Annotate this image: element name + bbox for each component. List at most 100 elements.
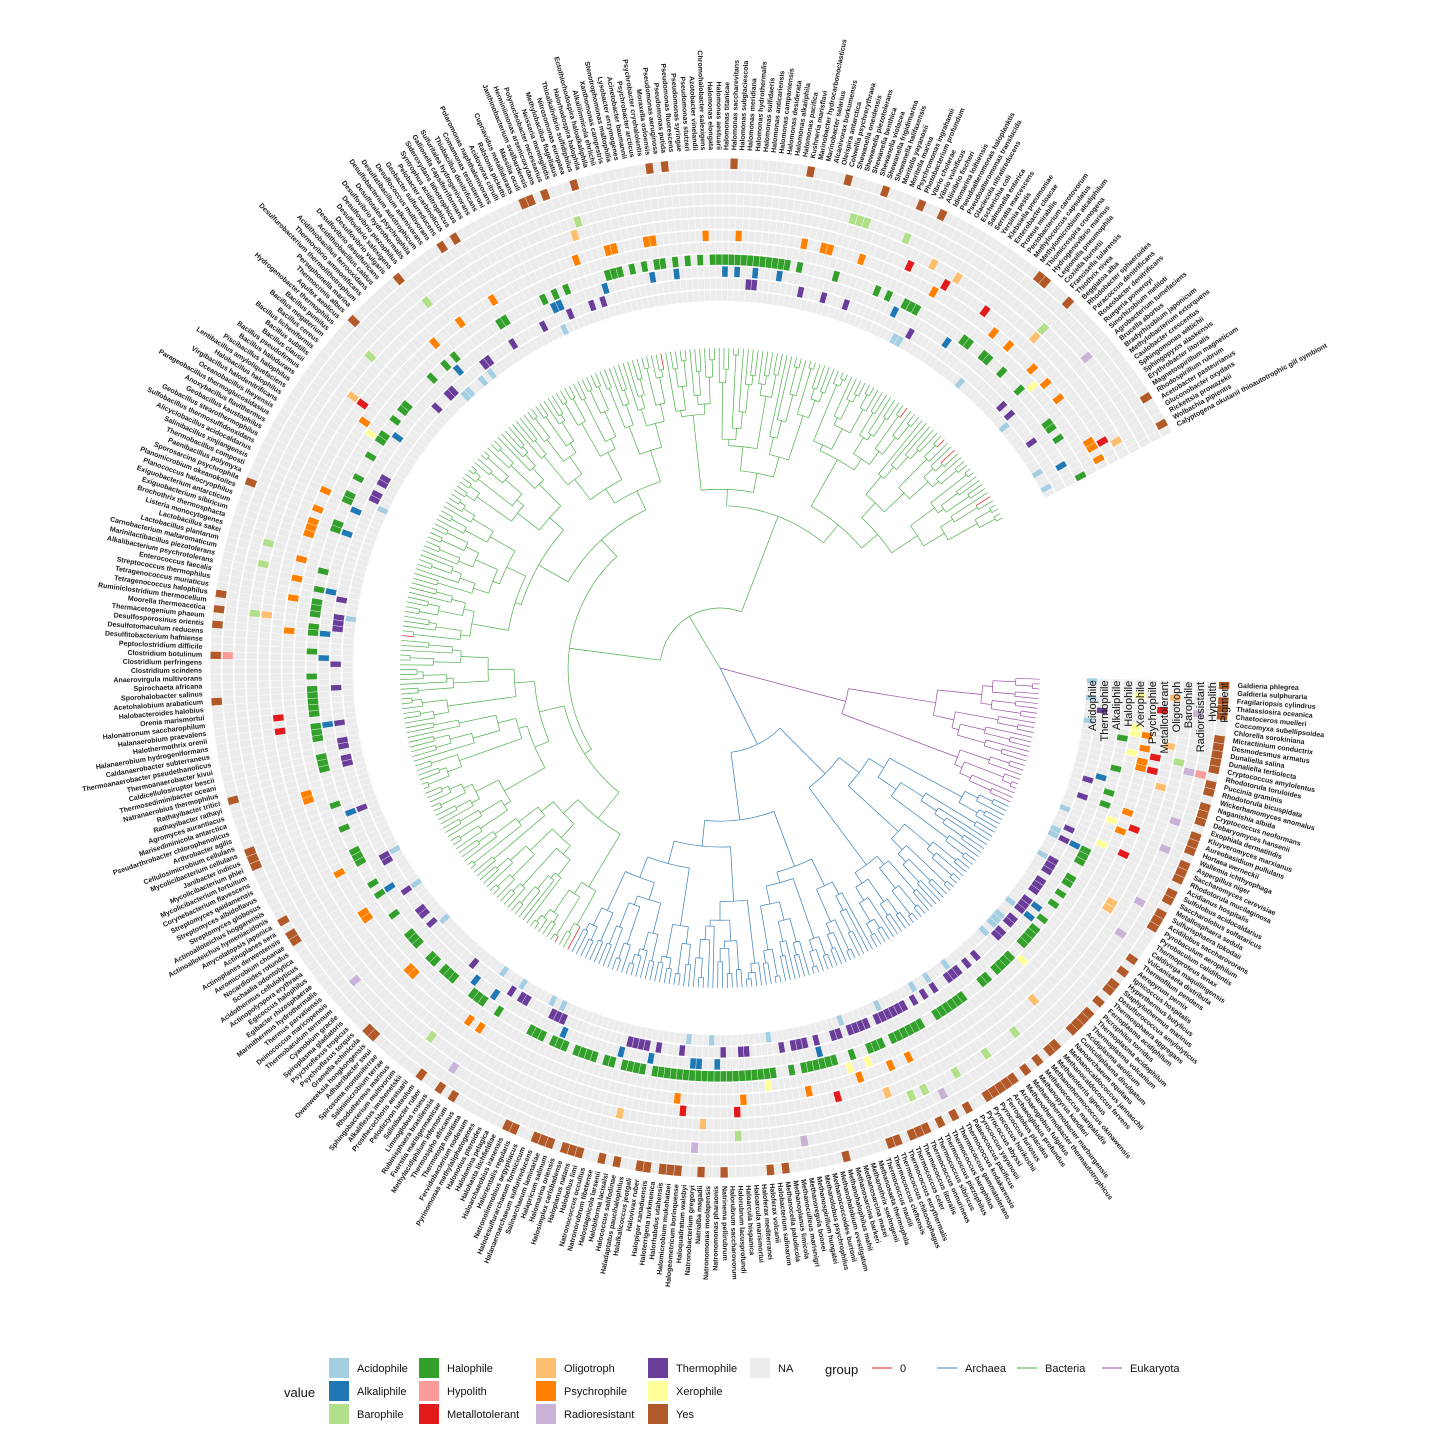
heat-cell [699,158,707,169]
tree-branch [986,811,1002,820]
tree-branch [720,668,757,744]
tree-branch [1009,742,1030,747]
heat-cell [736,206,743,217]
heat-cell [238,725,250,734]
heat-cell [722,218,729,229]
heat-cell [342,661,353,667]
tree-branch [880,904,887,915]
heat-cell [294,680,305,687]
tree-branch [898,854,906,862]
heat-cell [645,163,654,175]
heat-cell [740,1106,747,1117]
heat-cell [722,206,729,217]
heat-cell [222,659,233,667]
tree-branch [908,916,913,923]
tree-branch [960,724,985,730]
tree-branch [693,958,695,987]
tree-branch [877,856,884,864]
tree-branch [1010,737,1031,742]
heat-cell [735,230,742,241]
tree-arc [955,750,960,765]
heat-cell [668,160,677,171]
heat-cell [283,640,294,647]
heat-cell [212,705,223,714]
tree-branch [972,775,1015,793]
tree-branch [701,958,702,977]
tree-branch [684,964,686,986]
tree-branch [892,891,910,915]
tree-branch [747,900,754,963]
heat-cell [665,197,673,209]
heat-cell [247,631,258,639]
heat-cell [744,195,752,206]
tree-arc [659,962,663,963]
tree-branch [763,963,766,984]
heat-cell [701,1083,708,1094]
heat-cell [750,1154,758,1165]
heat-cell [260,618,271,626]
heat-cell [716,266,722,277]
tree-branch [741,969,742,987]
heat-cell [758,1165,767,1176]
heat-cell [722,230,729,241]
heat-cell [720,1167,728,1178]
heat-cell [272,626,283,634]
tree-arc [878,927,882,929]
tree-arc [976,795,979,801]
heat-cell [745,159,753,170]
heat-cell [690,1154,698,1165]
heat-cell [696,1046,702,1057]
heat-cell [766,184,774,196]
tree-arc [962,835,965,839]
tree-branch [680,868,689,926]
tree-branch [632,954,635,963]
heat-cell [342,656,353,662]
heat-cell [727,1083,734,1094]
heat-cell [753,256,760,267]
heat-cell [667,1152,676,1163]
heat-cell [680,207,688,218]
tree-branch [809,940,813,951]
tree-branch [977,821,995,832]
heat-cell [226,726,238,735]
heat-cell [223,697,234,705]
tree-branch [522,848,556,886]
tree-branch [906,845,945,882]
heat-cell [307,642,318,649]
heat-cell [716,290,722,301]
heat-cell [235,696,246,704]
heat-cell [720,1035,726,1046]
tree-arc [780,955,784,956]
heat-cell [682,1154,690,1165]
heat-cell [319,685,330,692]
tree-branch [981,703,992,704]
heat-cell [720,1155,728,1166]
tree-arc [1015,701,1016,706]
heat-cell [695,231,702,242]
tree-branch [793,879,814,939]
heat-cell [283,634,294,641]
heat-cell [210,674,221,682]
tree-branch [886,916,898,934]
heat-cell [684,159,692,170]
heat-cell [250,723,262,731]
tree-arc [775,976,780,977]
heat-cell [768,161,777,173]
heat-cell [778,1138,787,1150]
tree-branch [856,887,864,900]
heat-cell [690,1058,697,1069]
tree-branch [954,862,966,872]
heat-cell [222,667,233,675]
tree-branch [848,786,898,832]
heat-cell [713,1119,720,1130]
heat-cell [212,713,223,722]
heat-cell [776,161,785,173]
tree-branch [866,924,872,935]
heat-cell [682,292,689,303]
heat-cell [679,268,686,279]
heat-cell [690,1046,697,1057]
heat-cell [693,1094,700,1105]
tree-branch [586,923,589,930]
heat-cell [686,279,693,290]
